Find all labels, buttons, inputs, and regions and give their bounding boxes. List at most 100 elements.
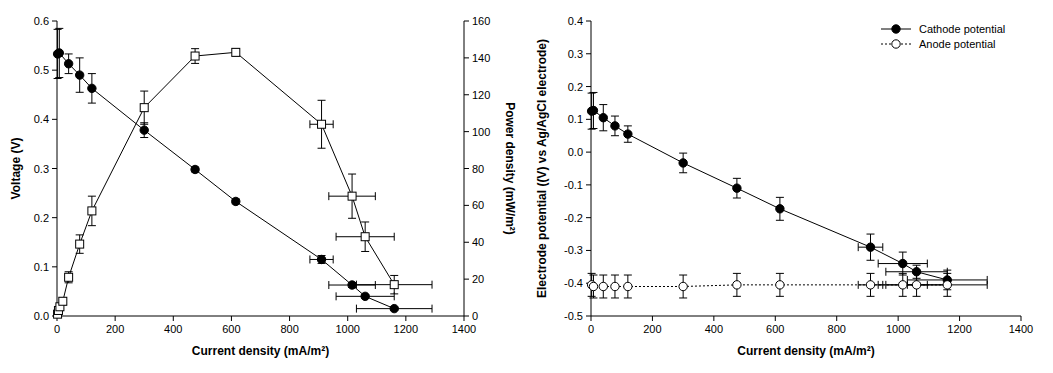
y-error-bar	[318, 100, 326, 148]
x-tick	[898, 316, 899, 321]
x-tick	[115, 316, 116, 321]
data-point	[899, 281, 907, 289]
y-tick-label: 0.6	[34, 15, 49, 27]
error-cap	[309, 120, 310, 128]
y-error-bar	[65, 272, 73, 283]
error-cap	[88, 73, 96, 74]
error-cap	[913, 296, 921, 297]
error-cap	[776, 197, 784, 198]
data-point	[624, 282, 632, 290]
y-error-bar	[913, 273, 921, 296]
y-error-bar	[76, 58, 84, 92]
data-point	[88, 84, 96, 92]
x-error-bar	[878, 281, 927, 289]
error-cap	[679, 153, 687, 154]
data-point	[361, 292, 369, 300]
y2-tick	[464, 279, 469, 280]
y-error-bar	[589, 92, 597, 128]
y-error-bar	[232, 49, 240, 56]
y-error-bar	[390, 275, 398, 293]
chart: 0200400600800100012001400-0.5-0.4-0.3-0.…	[535, 15, 1033, 358]
y2-tick	[464, 131, 469, 132]
x-tick	[713, 316, 714, 321]
x-error-bar	[907, 281, 987, 289]
error-cap	[987, 281, 988, 289]
x-tick-label: 600	[766, 323, 784, 335]
error-cap	[733, 273, 741, 274]
y2-tick-label: 20	[472, 273, 484, 285]
y-tick	[586, 21, 591, 22]
y-error-bar	[599, 275, 607, 298]
y-tick	[586, 217, 591, 218]
figure: 02004006008001000120014000.00.10.20.30.4…	[0, 0, 1053, 373]
data-point	[75, 71, 83, 79]
y-tick	[52, 70, 57, 71]
x-tick-label: 0	[588, 323, 594, 335]
data-point	[390, 281, 398, 289]
x-tick	[775, 316, 776, 321]
data-point	[88, 207, 96, 215]
y-error-bar	[59, 298, 67, 305]
error-cap	[333, 120, 334, 128]
y-tick-label: 0.5	[34, 64, 49, 76]
error-cap	[333, 255, 334, 263]
data-point	[76, 240, 84, 248]
y2-tick	[464, 57, 469, 58]
y-error-bar	[679, 275, 687, 298]
data-point	[624, 130, 632, 138]
x-tick	[173, 316, 174, 321]
data-point	[232, 48, 240, 56]
series-line	[58, 53, 395, 309]
error-cap	[899, 273, 907, 274]
x-tick	[231, 316, 232, 321]
y-tick	[586, 152, 591, 153]
error-cap	[733, 198, 741, 199]
error-cap	[394, 233, 395, 241]
error-cap	[776, 220, 784, 221]
x-tick	[347, 316, 348, 321]
data-point	[65, 273, 73, 281]
x-tick	[959, 316, 960, 321]
error-cap	[624, 125, 632, 126]
y-axis-title: Electrode potential ((V) vs Ag/AgCl elec…	[535, 39, 549, 298]
y-error-bar	[361, 222, 369, 252]
y-error-bar	[611, 275, 619, 298]
data-point	[899, 259, 907, 267]
data-point	[589, 282, 597, 290]
x-tick-label: 1400	[452, 323, 476, 335]
data-point	[679, 159, 687, 167]
data-point	[679, 282, 687, 290]
error-cap	[882, 243, 883, 251]
y-tick	[52, 266, 57, 267]
y-tick-label: 0.4	[568, 15, 583, 27]
y-tick	[586, 250, 591, 251]
y-error-bar	[943, 273, 951, 296]
data-point	[348, 281, 356, 289]
data-point	[140, 126, 148, 134]
y2-tick-label: 80	[472, 163, 484, 175]
legend-marker	[892, 40, 900, 48]
x-error-bar	[858, 243, 883, 251]
y2-tick-label: 160	[472, 15, 490, 27]
error-cap	[927, 260, 928, 268]
error-cap	[589, 92, 597, 93]
error-cap	[191, 63, 199, 64]
data-point	[348, 192, 356, 200]
x-tick	[1021, 316, 1022, 321]
error-cap	[140, 137, 148, 138]
error-cap	[867, 234, 875, 235]
error-cap	[885, 281, 886, 289]
y-tick-label: 0.1	[568, 113, 583, 125]
x-error-bar	[310, 120, 333, 128]
y-tick-label: -0.4	[564, 277, 583, 289]
series-line	[58, 52, 395, 314]
error-cap	[679, 297, 687, 298]
y2-tick	[464, 94, 469, 95]
data-point	[140, 104, 148, 112]
y-error-bar	[611, 116, 619, 136]
y-error-bar	[348, 174, 356, 218]
error-cap	[589, 128, 597, 129]
data-point	[55, 49, 63, 57]
y-error-bar	[624, 126, 632, 142]
data-point	[912, 281, 920, 289]
